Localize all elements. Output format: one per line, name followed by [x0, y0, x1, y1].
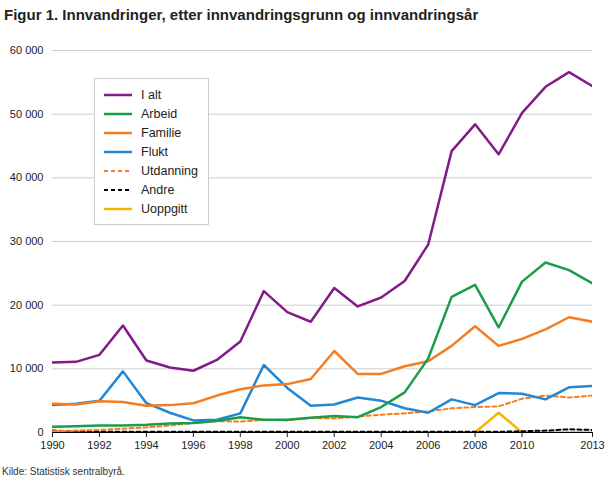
svg-text:20 000: 20 000 [10, 299, 44, 311]
html-text:Arbeid: Arbeid [141, 106, 178, 121]
svg-text:2000: 2000 [275, 439, 299, 451]
svg-text:50 000: 50 000 [10, 108, 44, 120]
svg-text:1998: 1998 [228, 439, 252, 451]
svg-text:1996: 1996 [181, 439, 205, 451]
svg-text:2008: 2008 [463, 439, 487, 451]
html-text:Kilde: Statistisk sentralbyrå.: Kilde: Statistisk sentralbyrå. [2, 466, 125, 477]
svg-text:2013: 2013 [580, 439, 604, 451]
svg-text:2002: 2002 [322, 439, 346, 451]
svg-text:0: 0 [37, 426, 43, 438]
svg-text:2010: 2010 [510, 439, 534, 451]
html-text:I alt: I alt [141, 87, 162, 102]
html-text:Figur 1. Innvandringer, etter: Figur 1. Innvandringer, etter innvandrin… [4, 6, 479, 23]
svg-text:2006: 2006 [416, 439, 440, 451]
html-text:Andre: Andre [141, 182, 175, 197]
svg-text:1990: 1990 [40, 439, 64, 451]
html-text:Uoppgitt: Uoppgitt [141, 201, 188, 216]
html-text:Flukt: Flukt [141, 144, 169, 159]
svg-text:60 000: 60 000 [10, 44, 44, 56]
svg-text:1994: 1994 [134, 439, 158, 451]
svg-text:40 000: 40 000 [10, 171, 44, 183]
svg-text:2004: 2004 [369, 439, 393, 451]
svg-text:30 000: 30 000 [10, 235, 44, 247]
svg-text:1992: 1992 [87, 439, 111, 451]
svg-text:10 000: 10 000 [10, 362, 44, 374]
html-text:Utdanning: Utdanning [141, 163, 198, 178]
html-text:Familie: Familie [141, 125, 182, 140]
